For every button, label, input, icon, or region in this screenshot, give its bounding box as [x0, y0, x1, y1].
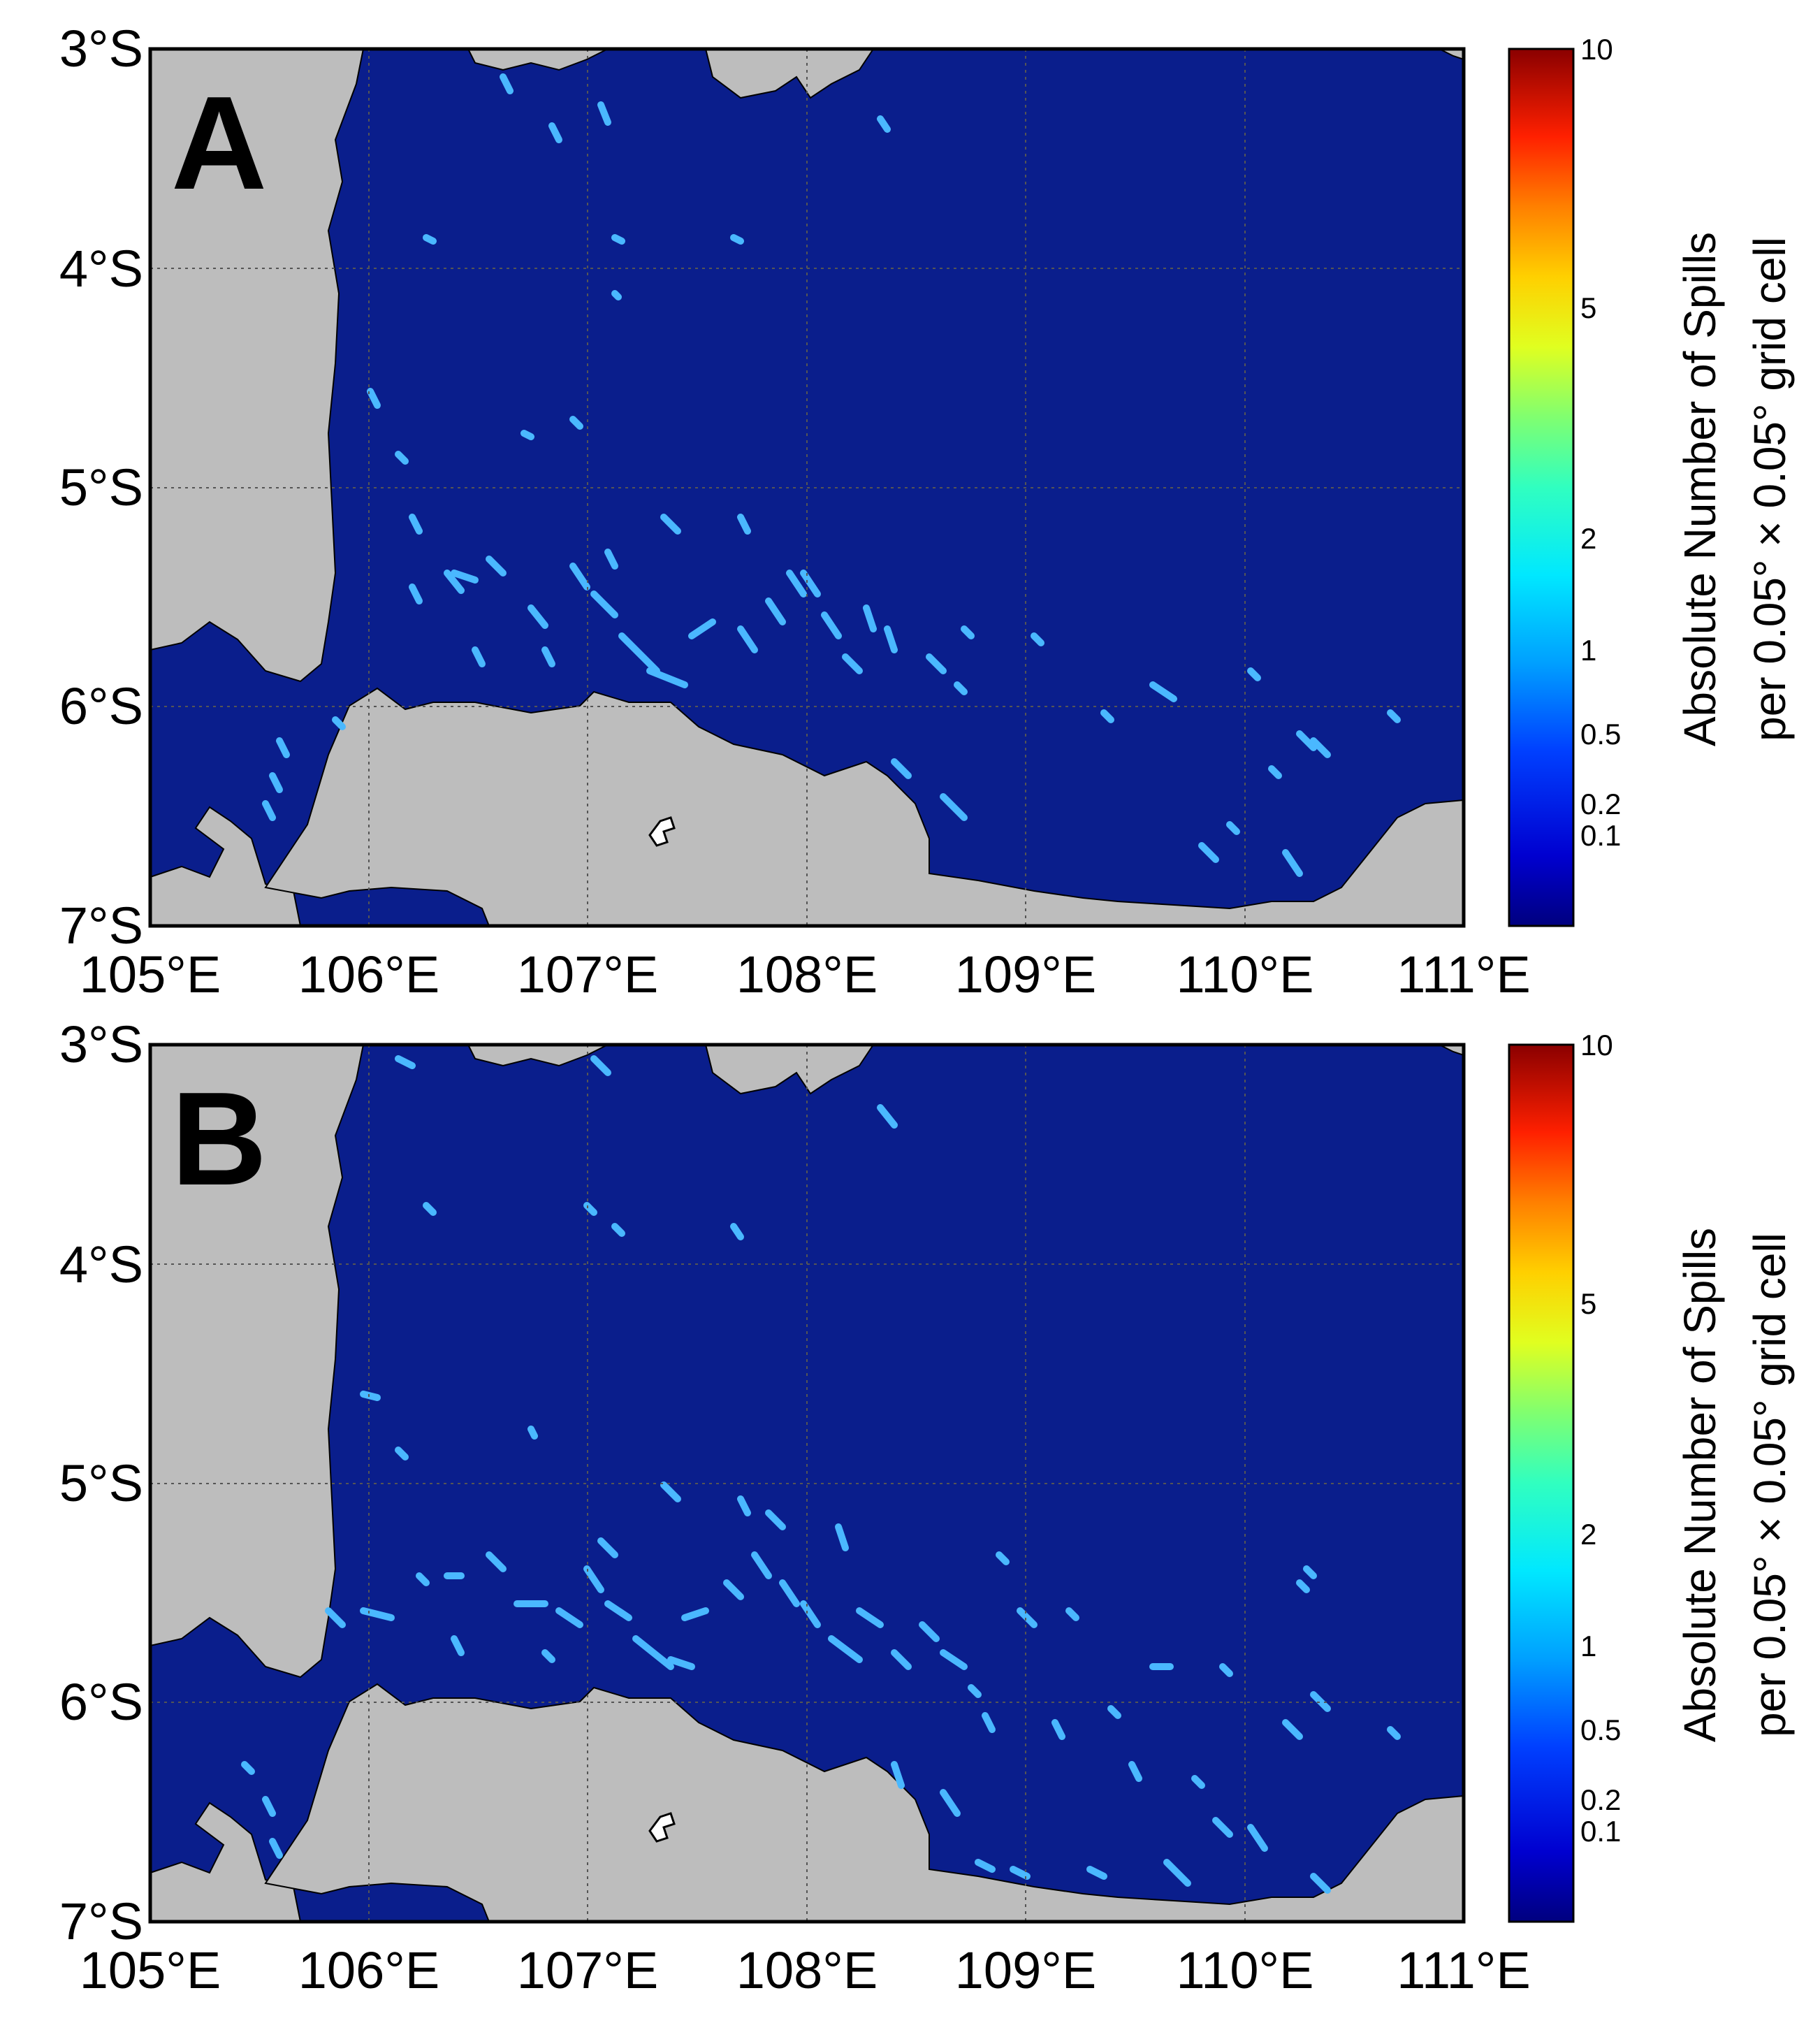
small-island-b: [648, 1812, 676, 1843]
lat-label-7s-b: 7°S: [59, 1892, 143, 1950]
cb-tick-2-a: 2: [1580, 522, 1596, 555]
lon-label-108e-a: 108°E: [736, 945, 878, 1003]
cb-tick-0.5-b: 0.5: [1580, 1713, 1621, 1746]
lon-label-111e-a: 111°E: [1397, 945, 1530, 1003]
spill-spots-a: [262, 73, 1401, 877]
lat-label-4s-a: 4°S: [59, 240, 143, 298]
map-a: A: [148, 47, 1466, 928]
cb-tick-0.2-b: 0.2: [1580, 1783, 1621, 1816]
sumatra-land-a: [150, 48, 365, 683]
lon-label-110e-a: 110°E: [1177, 945, 1314, 1003]
map-frame-a: [148, 47, 1466, 928]
lon-label-109e-a: 109°E: [955, 945, 1096, 1003]
lat-axis-b: 3°S 4°S 5°S 6°S 7°S: [59, 1015, 143, 1950]
cb-tick-0.1-a: 0.1: [1580, 819, 1621, 852]
lat-label-4s-b: 4°S: [59, 1235, 143, 1293]
lat-label-6s-b: 6°S: [59, 1673, 143, 1731]
lon-axis-a: 105°E 106°E 107°E 108°E 109°E 110°E 111°…: [80, 945, 1531, 1003]
lon-label-107e-a: 107°E: [517, 945, 658, 1003]
lon-label-106e-a: 106°E: [298, 945, 439, 1003]
cb-tick-10-a: 10: [1580, 33, 1613, 66]
map-b: B: [148, 1043, 1466, 1924]
lat-label-6s-a: 6°S: [59, 677, 143, 735]
lat-axis-a: 3°S 4°S 5°S 6°S 7°S: [59, 20, 143, 955]
small-island-a: [648, 816, 676, 847]
cb-title-line2-b: per 0.05° × 0.05° grid cell: [1745, 1233, 1795, 1737]
lon-axis-b: 105°E 106°E 107°E 108°E 109°E 110°E 111°…: [80, 1941, 1531, 1999]
cb-title-line1-a: Absolute Number of Spills: [1675, 232, 1725, 746]
cb-tick-5-b: 5: [1580, 1287, 1596, 1320]
cb-title-line1-b: Absolute Number of Spills: [1675, 1228, 1725, 1742]
lat-label-3s-a: 3°S: [59, 20, 143, 78]
cb-tick-0.2-a: 0.2: [1580, 788, 1621, 820]
map-frame-b: [148, 1043, 1466, 1924]
bangka-island-a: [704, 48, 875, 99]
sumatra-land-b: [150, 1044, 365, 1679]
cb-tick-10-b: 10: [1580, 1029, 1613, 1061]
cb-tick-2-b: 2: [1580, 1518, 1596, 1551]
graticule-b: [150, 1045, 1464, 1922]
colorbar-a: 10 5 2 1 0.5 0.2 0.1 Absolute Number of …: [1508, 33, 1795, 927]
panel-letter-a: A: [171, 69, 267, 217]
panel-b: B 3°S 4°S 5°S 6°S 7°S 105°E 106°E 107°E …: [59, 1015, 1795, 1999]
graticule-a: [150, 49, 1464, 926]
lon-label-106e-b: 106°E: [298, 1941, 439, 1999]
lon-label-108e-b: 108°E: [736, 1941, 878, 1999]
cb-tick-5-a: 5: [1580, 291, 1596, 324]
lon-label-109e-b: 109°E: [955, 1941, 1096, 1999]
lat-label-5s-b: 5°S: [59, 1454, 143, 1512]
lat-label-5s-a: 5°S: [59, 458, 143, 516]
colorbar-gradient-b: [1508, 1043, 1575, 1923]
panel-a: A 3°S 4°S 5°S 6°S 7°S 105°E 106°E 107°E …: [59, 20, 1795, 1003]
cb-tick-1-b: 1: [1580, 1630, 1596, 1662]
cb-tick-1-a: 1: [1580, 634, 1596, 667]
lon-label-110e-b: 110°E: [1177, 1941, 1314, 1999]
spill-spots-b: [241, 1055, 1401, 1894]
bangka-island-b: [704, 1044, 875, 1095]
cb-tick-0.1-b: 0.1: [1580, 1815, 1621, 1848]
colorbar-gradient-a: [1508, 48, 1575, 927]
panel-letter-b: B: [171, 1065, 267, 1213]
lon-label-107e-b: 107°E: [517, 1941, 658, 1999]
colorbar-b: 10 5 2 1 0.5 0.2 0.1 Absolute Number of …: [1508, 1029, 1795, 1923]
lon-label-105e-a: 105°E: [80, 945, 221, 1003]
lon-label-111e-b: 111°E: [1397, 1941, 1530, 1999]
lat-label-3s-b: 3°S: [59, 1015, 143, 1073]
cb-title-line2-a: per 0.05° × 0.05° grid cell: [1745, 237, 1795, 741]
lon-label-105e-b: 105°E: [80, 1941, 221, 1999]
lat-label-7s-a: 7°S: [59, 897, 143, 955]
cb-tick-0.5-a: 0.5: [1580, 718, 1621, 751]
